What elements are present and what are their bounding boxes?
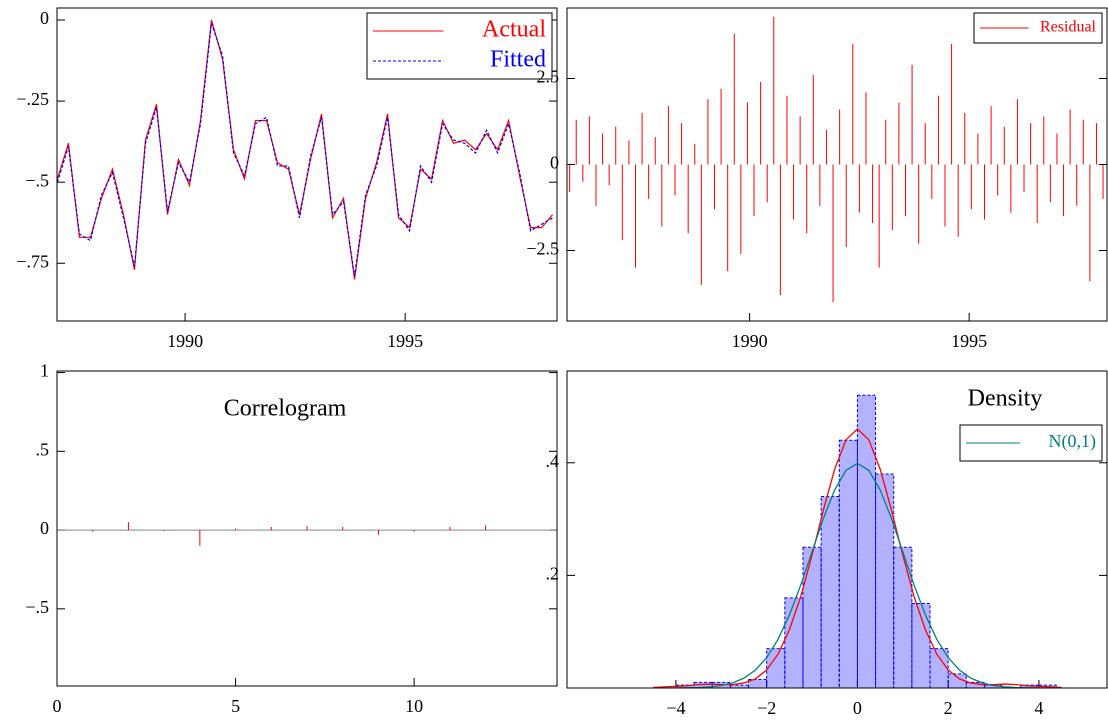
x-tick-label: 0 xyxy=(53,696,62,716)
x-tick-label: 1995 xyxy=(387,331,423,351)
y-tick-label: .5 xyxy=(36,439,50,459)
x-tick-label: 2 xyxy=(944,698,953,718)
y-tick-label: −2.5 xyxy=(526,239,559,259)
y-tick-label: 0 xyxy=(40,518,49,538)
x-tick-label: 1990 xyxy=(167,331,203,351)
plot-frame xyxy=(56,7,558,322)
x-tick-label: −2 xyxy=(757,698,776,718)
histogram-bar xyxy=(784,597,804,688)
histogram-bar xyxy=(893,546,913,688)
y-tick-label: 0 xyxy=(550,153,559,173)
histogram-bar xyxy=(802,546,822,688)
legend-label: N(0,1) xyxy=(1049,431,1097,452)
histogram-bar xyxy=(929,648,949,688)
x-tick-label: 5 xyxy=(231,696,240,716)
plot-frame xyxy=(566,7,1108,322)
plot-frame xyxy=(566,370,1108,689)
y-tick-label: 0 xyxy=(40,8,49,28)
y-tick-label: 2.5 xyxy=(537,67,560,87)
y-tick-label: −.75 xyxy=(16,251,49,271)
histogram-bar xyxy=(983,684,1004,688)
y-tick-label: −.5 xyxy=(25,597,49,617)
x-tick-label: 1995 xyxy=(951,331,987,351)
y-tick-label: 1 xyxy=(40,361,49,381)
plot-frame xyxy=(56,370,558,687)
density-curve xyxy=(653,462,1062,688)
x-tick-label: 4 xyxy=(1034,698,1043,718)
panel-title: Density xyxy=(968,386,1043,412)
y-tick-label: −.25 xyxy=(16,89,49,109)
x-tick-label: 0 xyxy=(853,698,862,718)
legend-label: Fitted xyxy=(490,47,546,73)
y-tick-label: −.5 xyxy=(25,170,49,190)
histogram-bar xyxy=(729,684,750,688)
data-line xyxy=(57,19,554,280)
legend-label: Residual xyxy=(1040,19,1097,36)
x-tick-label: 10 xyxy=(405,696,423,716)
density-curve xyxy=(653,428,1062,688)
y-tick-label: .2 xyxy=(546,564,560,584)
histogram-bar xyxy=(748,679,768,688)
x-tick-label: −4 xyxy=(666,698,685,718)
x-tick-label: 1990 xyxy=(732,331,768,351)
histogram-bar xyxy=(820,496,840,688)
legend-box xyxy=(366,12,553,80)
histogram-bar xyxy=(766,648,786,688)
histogram-bar xyxy=(856,394,877,688)
legend-label: Actual xyxy=(482,17,546,43)
histogram-bar xyxy=(1020,684,1040,688)
histogram-bar xyxy=(911,603,931,688)
y-tick-label: .4 xyxy=(546,451,560,471)
panel-title: Correlogram xyxy=(224,396,347,422)
